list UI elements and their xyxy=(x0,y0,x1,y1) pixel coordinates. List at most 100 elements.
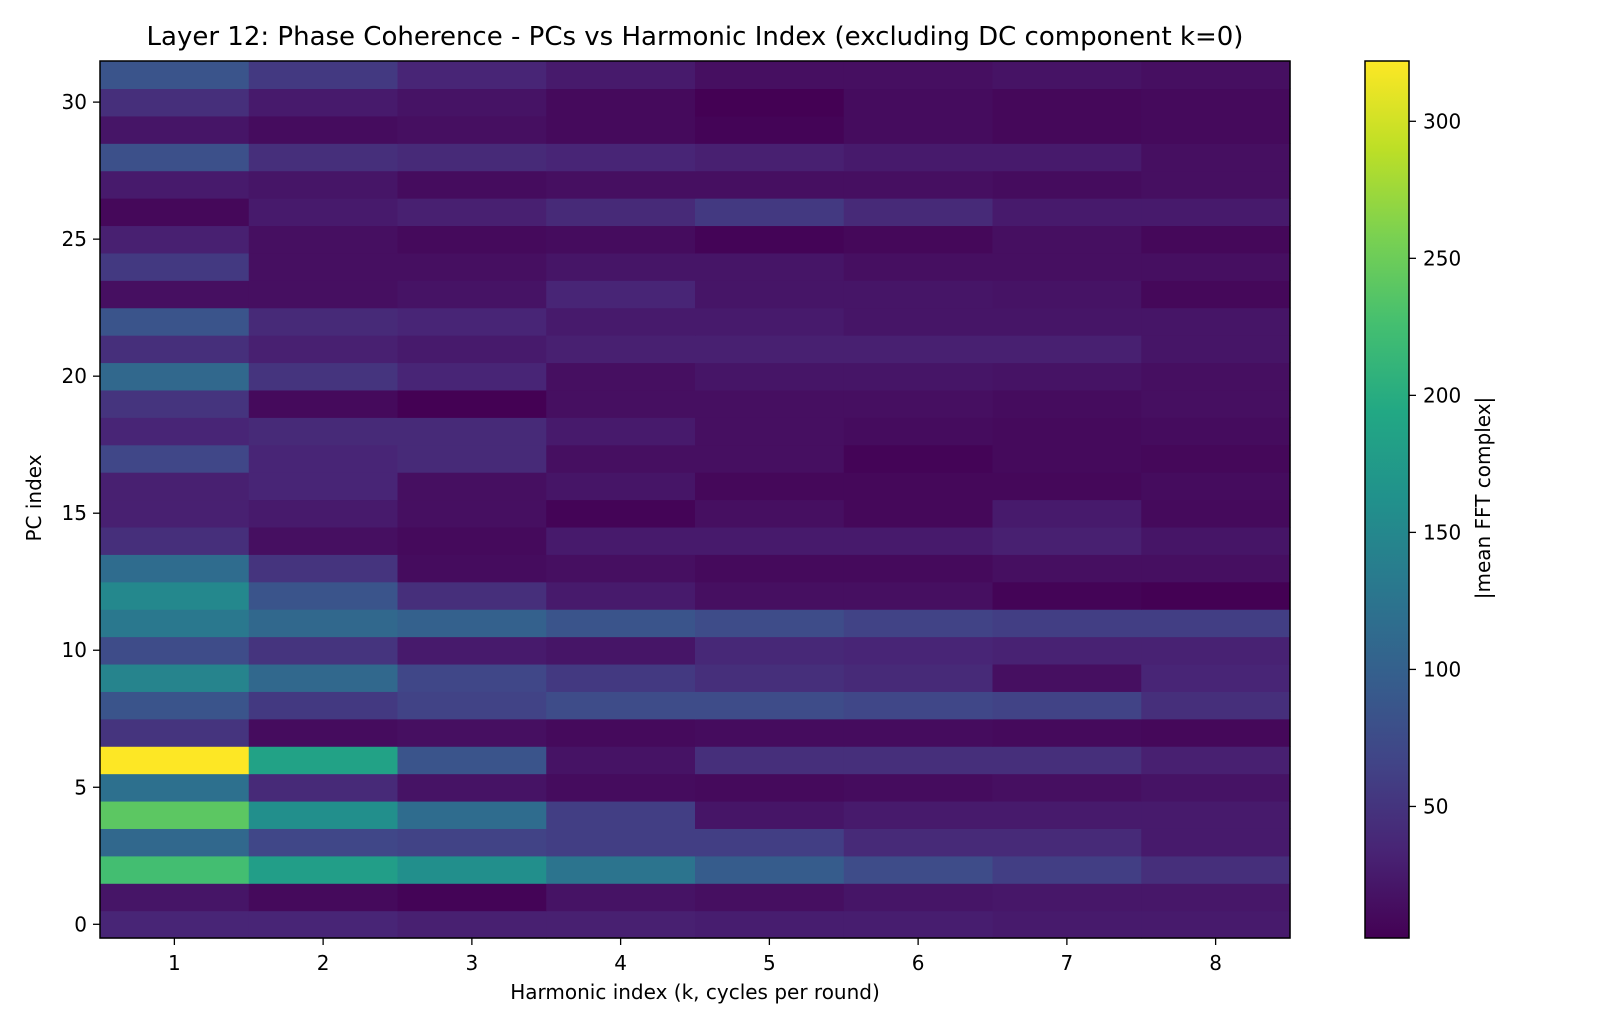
heatmap-cell xyxy=(695,362,845,391)
heatmap-cell xyxy=(843,718,994,747)
heatmap-cell xyxy=(397,143,547,172)
heatmap-cells xyxy=(100,61,1291,939)
heatmap-cell xyxy=(248,389,399,418)
heatmap-cell xyxy=(546,307,696,336)
colorbar-frame xyxy=(1364,60,1410,939)
heatmap-cell xyxy=(843,143,994,172)
heatmap-cell xyxy=(843,472,994,501)
heatmap-cell xyxy=(397,691,547,720)
heatmap-cell xyxy=(695,499,845,528)
heatmap-cell xyxy=(992,252,1142,281)
heatmap-cell xyxy=(248,88,399,117)
heatmap-cell xyxy=(992,554,1142,583)
heatmap-cell xyxy=(100,663,250,692)
heatmap-cell xyxy=(843,883,994,912)
heatmap-cell xyxy=(695,307,845,336)
heatmap-cell xyxy=(100,115,250,144)
heatmap-cell xyxy=(992,198,1142,227)
heatmap-cell xyxy=(397,554,547,583)
heatmap-cell xyxy=(248,362,399,391)
heatmap-cell xyxy=(1141,389,1291,418)
heatmap-cell xyxy=(248,170,399,199)
x-tick-label: 5 xyxy=(763,951,776,975)
heatmap-cell xyxy=(100,746,250,775)
heatmap-cell xyxy=(695,472,845,501)
colorbar-tick-label: 200 xyxy=(1423,383,1461,407)
heatmap-cell xyxy=(992,115,1142,144)
heatmap-cell xyxy=(546,883,696,912)
x-axis-label: Harmonic index (k, cycles per round) xyxy=(510,980,880,1004)
heatmap-cell xyxy=(992,746,1142,775)
x-tick-label: 3 xyxy=(466,951,479,975)
heatmap-cell xyxy=(546,499,696,528)
heatmap-cell xyxy=(546,225,696,254)
heatmap-cell xyxy=(397,61,547,90)
heatmap-cell xyxy=(100,252,250,281)
heatmap-cell xyxy=(546,170,696,199)
heatmap-cell xyxy=(248,609,399,638)
heatmap-cell xyxy=(546,198,696,227)
heatmap-cell xyxy=(992,280,1142,309)
heatmap-cell xyxy=(1141,499,1291,528)
heatmap-cell xyxy=(843,389,994,418)
heatmap-cell xyxy=(100,883,250,912)
heatmap-cell xyxy=(100,335,250,364)
heatmap-cell xyxy=(1141,800,1291,829)
heatmap-cell xyxy=(248,499,399,528)
y-axis-label: PC index xyxy=(22,454,46,541)
heatmap-cell xyxy=(100,581,250,610)
heatmap-cell xyxy=(992,389,1142,418)
heatmap-cell xyxy=(397,170,547,199)
heatmap-cell xyxy=(546,526,696,555)
heatmap-cell xyxy=(248,828,399,857)
heatmap-cell xyxy=(843,828,994,857)
colorbar-label: |mean FFT complex| xyxy=(1471,397,1495,600)
heatmap-cell xyxy=(397,883,547,912)
heatmap-cell xyxy=(248,335,399,364)
heatmap-cell xyxy=(695,225,845,254)
heatmap-cell xyxy=(1141,198,1291,227)
heatmap-cell xyxy=(695,389,845,418)
heatmap-cell xyxy=(100,609,250,638)
heatmap-cell xyxy=(248,581,399,610)
heatmap-cell xyxy=(248,307,399,336)
heatmap-cell xyxy=(992,718,1142,747)
heatmap-cell xyxy=(1141,307,1291,336)
y-axis-ticks: 0 5 10 15 20 25 30 xyxy=(62,90,100,936)
heatmap-cell xyxy=(248,855,399,884)
heatmap-cell xyxy=(1141,61,1291,90)
heatmap-cell xyxy=(695,335,845,364)
heatmap-cell xyxy=(100,499,250,528)
heatmap-cell xyxy=(843,691,994,720)
heatmap-cell xyxy=(397,910,547,939)
heatmap-cell xyxy=(248,883,399,912)
heatmap-cell xyxy=(397,800,547,829)
heatmap-cell xyxy=(100,225,250,254)
heatmap-cell xyxy=(1141,636,1291,665)
heatmap-cell xyxy=(1141,115,1291,144)
chart-title: Layer 12: Phase Coherence - PCs vs Harmo… xyxy=(147,22,1244,52)
heatmap-cell xyxy=(397,526,547,555)
heatmap-cell xyxy=(546,828,696,857)
heatmap-cell xyxy=(992,691,1142,720)
heatmap-cell xyxy=(546,444,696,473)
heatmap-cell xyxy=(695,636,845,665)
colorbar-tick-label: 250 xyxy=(1423,246,1461,270)
heatmap-cell xyxy=(248,417,399,446)
heatmap-cell xyxy=(992,636,1142,665)
heatmap-cell xyxy=(100,143,250,172)
heatmap-cell xyxy=(546,389,696,418)
heatmap-cell xyxy=(843,115,994,144)
heatmap-cell xyxy=(546,61,696,90)
heatmap-cell xyxy=(248,663,399,692)
heatmap-cell xyxy=(546,252,696,281)
heatmap-cell xyxy=(843,855,994,884)
heatmap-cell xyxy=(843,61,994,90)
colorbar-tick-label: 50 xyxy=(1423,794,1448,818)
heatmap-cell xyxy=(397,307,547,336)
x-tick-label: 6 xyxy=(912,951,925,975)
heatmap-cell xyxy=(1141,225,1291,254)
heatmap-cell xyxy=(397,609,547,638)
heatmap-cell xyxy=(546,581,696,610)
heatmap-cell xyxy=(1141,828,1291,857)
